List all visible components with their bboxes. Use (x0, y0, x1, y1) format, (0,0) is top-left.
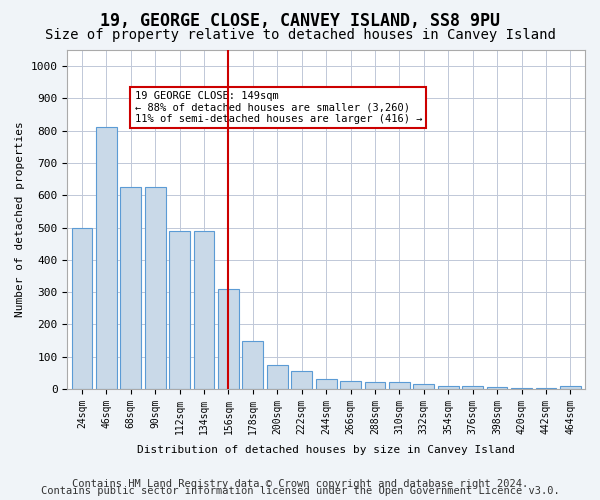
X-axis label: Distribution of detached houses by size in Canvey Island: Distribution of detached houses by size … (137, 445, 515, 455)
Bar (194, 231, 214, 389)
Bar (438, 386, 458, 389)
Bar (96, 128, 117, 389)
Bar (365, 382, 385, 389)
Bar (536, 388, 556, 389)
Bar (487, 388, 508, 389)
Text: Contains HM Land Registry data © Crown copyright and database right 2024.: Contains HM Land Registry data © Crown c… (72, 479, 528, 489)
Bar (218, 289, 239, 389)
Bar (462, 386, 483, 389)
Text: 19 GEORGE CLOSE: 149sqm
← 88% of detached houses are smaller (3,260)
11% of semi: 19 GEORGE CLOSE: 149sqm ← 88% of detache… (134, 90, 422, 124)
Bar (267, 364, 287, 389)
Text: Contains public sector information licensed under the Open Government Licence v3: Contains public sector information licen… (41, 486, 559, 496)
Bar (292, 371, 312, 389)
Bar (413, 384, 434, 389)
Bar (316, 379, 337, 389)
Bar (560, 386, 581, 389)
Bar (121, 187, 141, 389)
Bar (169, 231, 190, 389)
Bar (71, 228, 92, 389)
Bar (511, 388, 532, 389)
Bar (340, 381, 361, 389)
Y-axis label: Number of detached properties: Number of detached properties (15, 122, 25, 318)
Text: Size of property relative to detached houses in Canvey Island: Size of property relative to detached ho… (44, 28, 556, 42)
Bar (389, 382, 410, 389)
Text: 19, GEORGE CLOSE, CANVEY ISLAND, SS8 9PU: 19, GEORGE CLOSE, CANVEY ISLAND, SS8 9PU (100, 12, 500, 30)
Bar (145, 187, 166, 389)
Bar (242, 340, 263, 389)
